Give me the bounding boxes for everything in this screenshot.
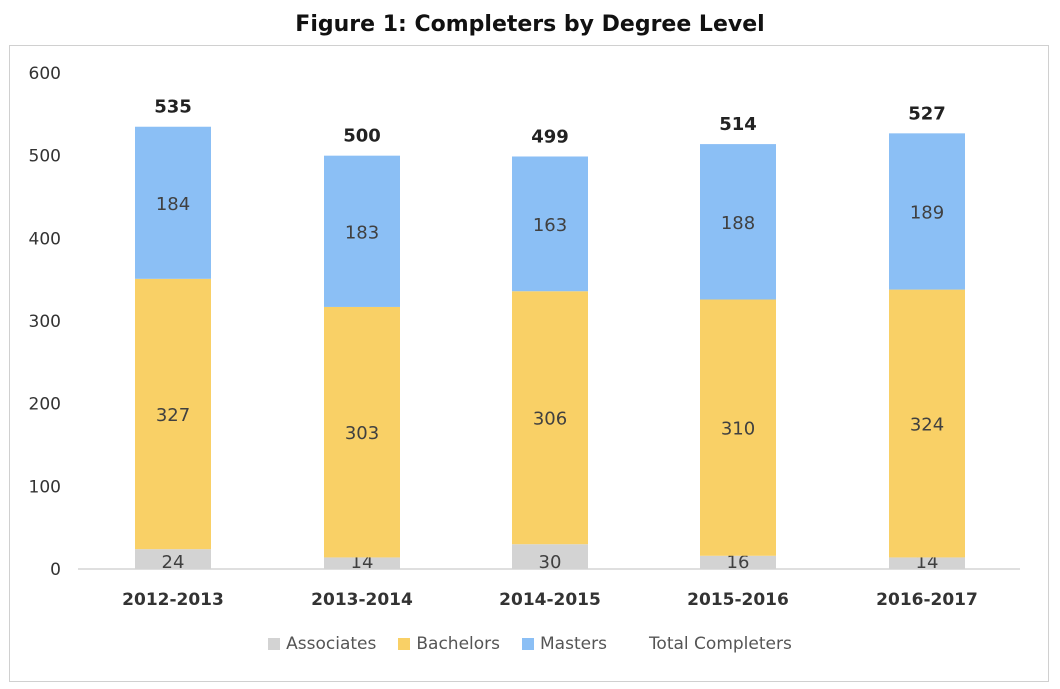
chart-frame — [9, 45, 1049, 682]
legend-item-bachelors: Bachelors — [398, 634, 500, 654]
data-label-masters: 189 — [910, 202, 944, 223]
bar-associates — [889, 557, 965, 569]
data-label-masters: 188 — [721, 213, 755, 234]
bar-associates — [700, 555, 776, 569]
x-tick-label: 2016-2017 — [876, 590, 978, 610]
bar-masters — [700, 144, 776, 300]
total-label: 527 — [908, 103, 946, 124]
y-tick-label: 100 — [29, 477, 61, 497]
data-label-associates: 16 — [727, 552, 750, 573]
data-label-associates: 24 — [162, 552, 185, 573]
bar-masters — [512, 156, 588, 292]
data-label-masters: 183 — [345, 222, 379, 243]
legend-swatch-bachelors — [398, 638, 411, 650]
legend-label-bachelors: Bachelors — [416, 634, 501, 654]
y-tick-label: 200 — [29, 395, 61, 415]
legend-item-masters: Masters — [522, 634, 607, 654]
bar-masters — [135, 126, 211, 279]
y-tick-label: 500 — [29, 147, 61, 167]
x-tick-label: 2015-2016 — [687, 590, 789, 610]
x-tick-label: 2013-2014 — [311, 590, 413, 610]
legend-item-associates: Associates — [268, 634, 376, 654]
legend-item-total: Total Completers — [649, 634, 792, 654]
data-label-bachelors: 324 — [910, 415, 944, 436]
total-label: 514 — [719, 114, 757, 135]
bar-associates — [512, 544, 588, 569]
legend-label-masters: Masters — [540, 634, 607, 654]
legend-swatch-masters — [522, 638, 535, 650]
data-label-bachelors: 327 — [156, 405, 190, 426]
legend-swatch-associates — [268, 638, 281, 650]
y-tick-label: 600 — [29, 64, 61, 84]
data-label-associates: 30 — [539, 552, 562, 573]
data-label-bachelors: 306 — [533, 409, 567, 430]
data-label-bachelors: 303 — [345, 423, 379, 444]
bar-bachelors — [700, 299, 776, 556]
total-label: 535 — [154, 97, 192, 118]
bar-bachelors — [135, 278, 211, 550]
total-label: 500 — [343, 126, 381, 147]
chart-title: Figure 1: Completers by Degree Level — [295, 12, 765, 37]
y-tick-label: 400 — [29, 229, 61, 249]
x-tick-label: 2012-2013 — [122, 590, 224, 610]
y-tick-label: 0 — [50, 560, 61, 580]
legend-label-total: Total Completers — [648, 634, 792, 654]
chart-legend: Associates Bachelors Masters Total Compl… — [0, 634, 1060, 654]
y-tick-label: 300 — [29, 312, 61, 332]
bar-associates — [135, 549, 211, 569]
bar-bachelors — [324, 306, 400, 558]
bar-associates — [324, 557, 400, 569]
data-label-masters: 184 — [156, 194, 190, 215]
x-tick-label: 2014-2015 — [499, 590, 601, 610]
data-label-bachelors: 310 — [721, 419, 755, 440]
bar-bachelors — [512, 291, 588, 545]
bar-bachelors — [889, 289, 965, 558]
total-label: 499 — [531, 126, 569, 147]
bar-masters — [889, 133, 965, 290]
legend-label-associates: Associates — [286, 634, 377, 654]
bar-masters — [324, 155, 400, 307]
data-label-masters: 163 — [533, 215, 567, 236]
